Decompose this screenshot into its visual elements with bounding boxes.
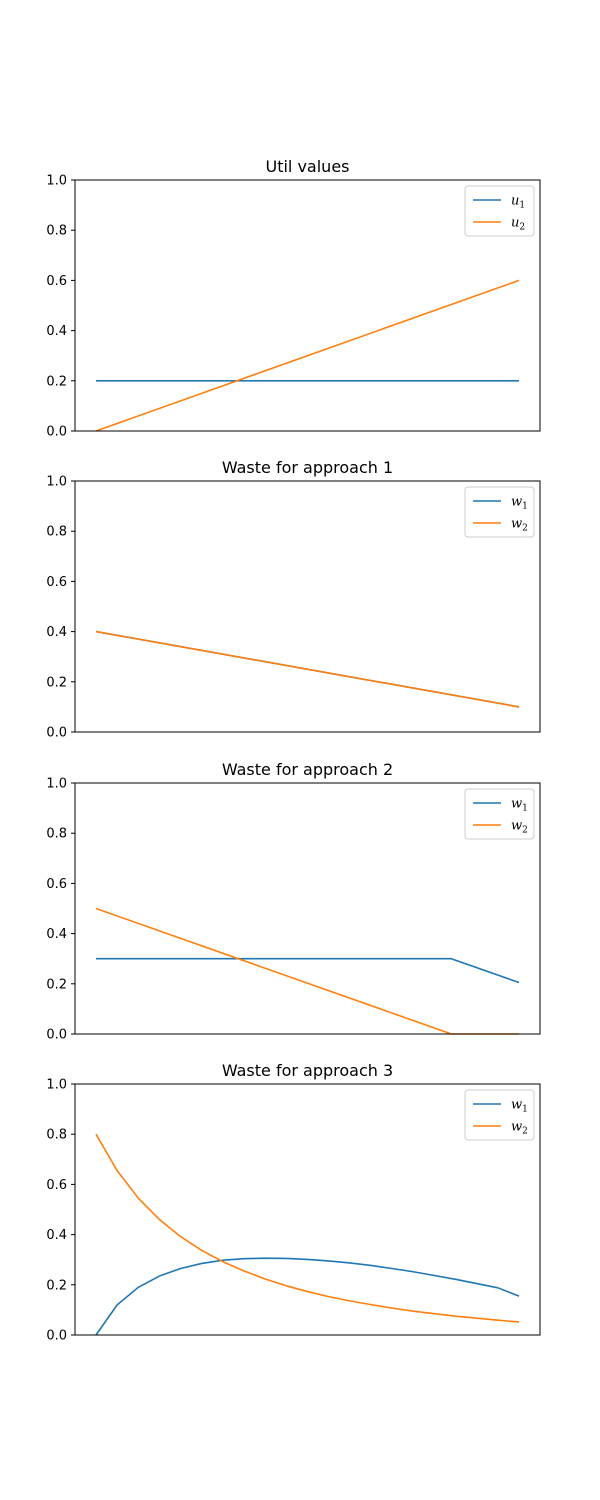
legend-label-u1: u1 [511,194,525,211]
y-tick-label: 0.6 [46,877,67,892]
y-tick-label: 0.6 [46,1178,67,1193]
axes-frame [74,179,541,432]
y-tick-label: 0.0 [46,1028,67,1043]
series-line-w2 [95,907,519,1035]
y-tick-label: 0.2 [46,374,67,389]
legend-label-base: w [511,797,522,812]
y-tick-label: 0.8 [46,525,67,540]
series-line-w2 [95,1133,520,1323]
legend-label-base: w [511,1098,522,1113]
subplot-title: Util values [266,157,350,176]
y-tick-label: 0.4 [46,1228,67,1243]
legend-label-w2: w2 [511,819,528,836]
legend-box [464,788,535,840]
y-tick-label: 0.6 [46,575,67,590]
y-tick-label: 0.2 [46,675,67,690]
axes-frame [74,1083,541,1336]
legend-label-subscript: 2 [519,223,525,233]
y-tick-label: 0.2 [46,977,67,992]
y-tick-label: 0.8 [46,224,67,239]
y-tick-label: 0.8 [46,827,67,842]
legend-label-w2: w2 [511,517,528,534]
legend-label-subscript: 1 [522,502,528,512]
legend-label-subscript: 2 [522,1127,528,1137]
legend-label-base: w [511,517,522,532]
legend-label-subscript: 2 [522,524,528,534]
y-tick-label: 1.0 [46,475,67,490]
subplot-3: Waste for approach 2 0.0 0.2 0.4 0.6 0.8 1.0 w1… [46,760,541,1043]
subplot-4: Waste for approach 3 0.0 0.2 0.4 0.6 0.8 1.0 w1… [46,1061,541,1344]
legend-label-w2: w2 [511,1120,528,1137]
axes-frame [74,782,541,1035]
y-tick-label: 0.4 [46,625,67,640]
subplot-2: Waste for approach 1 0.0 0.2 0.4 0.6 0.8 1.0 w1… [46,458,541,741]
y-tick-label: 0.0 [46,1329,67,1344]
legend-label-w1: w1 [511,495,528,512]
legend-label-subscript: 2 [522,826,528,836]
y-tick-label: 0.6 [46,274,67,289]
y-tick-label: 0.4 [46,324,67,339]
y-tick-label: 1.0 [46,777,67,792]
y-tick-label: 0.0 [46,726,67,741]
legend-label-base: w [511,1120,522,1135]
legend-label-w1: w1 [511,797,528,814]
subplot-title: Waste for approach 2 [222,760,393,779]
series-line-u2 [95,279,520,432]
legend-box [464,486,535,538]
axes-frame [74,480,541,733]
legend-label-subscript: 1 [519,201,525,211]
series-line-w1 [95,1257,520,1336]
legend-label-subscript: 1 [522,1105,528,1115]
legend-label-subscript: 1 [522,804,528,814]
legend-label-base: w [511,495,522,510]
legend-label-u2: u2 [511,216,525,233]
y-tick-label: 0.0 [46,425,67,440]
legend-label-base: u [511,216,519,231]
y-tick-label: 0.4 [46,927,67,942]
subplot-title: Waste for approach 3 [222,1061,393,1080]
y-tick-label: 0.8 [46,1128,67,1143]
legend-label-w1: w1 [511,1098,528,1115]
legend-box [464,1089,535,1141]
y-tick-label: 1.0 [46,1078,67,1093]
subplot-title: Waste for approach 1 [222,458,393,477]
y-tick-label: 0.2 [46,1278,67,1293]
legend-label-base: w [511,819,522,834]
legend-box [464,185,535,237]
series-line-w2 [95,630,520,708]
legend-label-base: u [511,194,519,209]
y-tick-label: 1.0 [46,174,67,189]
series-line-w1 [96,957,520,984]
